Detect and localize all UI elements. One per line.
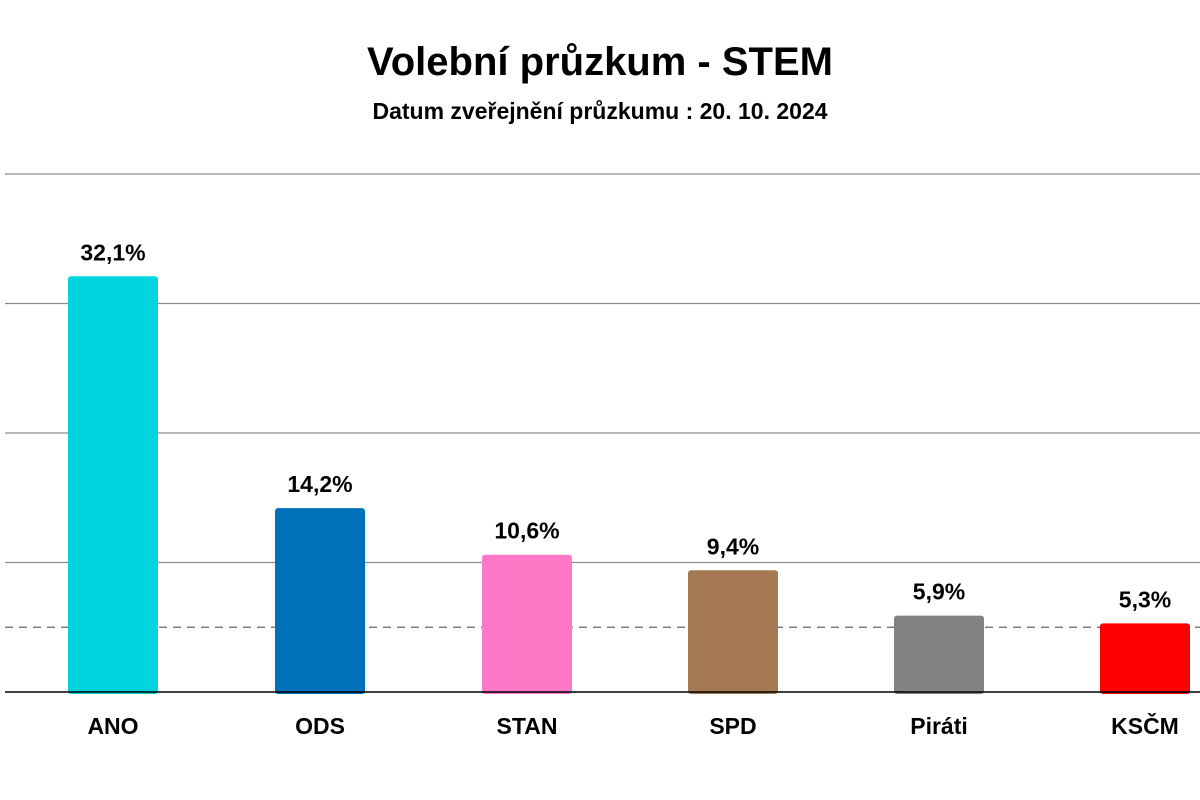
bar-spd	[688, 570, 778, 694]
category-label: STAN	[497, 713, 558, 739]
chart-subtitle: Datum zveřejnění průzkumu : 20. 10. 2024	[372, 98, 828, 124]
bar-ksčm	[1100, 623, 1190, 694]
chart-title: Volební průzkum - STEM	[367, 40, 833, 84]
category-label: ANO	[87, 713, 138, 739]
value-label: 10,6%	[494, 518, 559, 544]
value-labels: 32,1% 14,2% 10,6% 9,4% 5,9% 5,3%	[80, 239, 1171, 612]
bar-ano	[68, 276, 158, 694]
bar-ods	[275, 508, 365, 694]
gridlines	[5, 173, 1200, 628]
value-label: 14,2%	[287, 471, 352, 497]
category-label: KSČM	[1111, 712, 1179, 739]
bar-piráti	[894, 615, 984, 694]
category-label: ODS	[295, 713, 345, 739]
bar-stan	[482, 554, 572, 694]
category-label: SPD	[709, 713, 756, 739]
category-labels: ANO ODS STAN SPD Piráti KSČM	[5, 691, 1200, 739]
value-label: 9,4%	[707, 533, 759, 559]
bars	[68, 276, 1190, 694]
value-label: 5,9%	[913, 579, 965, 605]
value-label: 32,1%	[80, 239, 145, 265]
value-label: 5,3%	[1119, 586, 1171, 612]
category-label: Piráti	[910, 713, 968, 739]
